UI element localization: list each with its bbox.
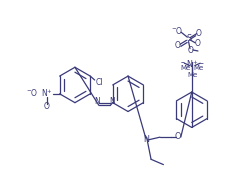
- Text: O: O: [195, 39, 201, 48]
- Text: O: O: [175, 41, 181, 50]
- Text: O: O: [188, 46, 194, 55]
- Text: N: N: [95, 97, 100, 106]
- Text: $^{-}$O: $^{-}$O: [26, 87, 39, 98]
- Text: O: O: [196, 29, 202, 38]
- Text: Me: Me: [194, 65, 204, 71]
- Text: Me: Me: [187, 72, 197, 78]
- Text: N$^{+}$: N$^{+}$: [186, 59, 198, 70]
- Text: O: O: [175, 132, 181, 141]
- Text: –: –: [200, 59, 204, 68]
- Text: S: S: [186, 34, 191, 42]
- Text: $^{-}$O: $^{-}$O: [171, 25, 184, 36]
- Text: –: –: [181, 58, 184, 67]
- Text: Me: Me: [181, 65, 191, 71]
- Text: O: O: [44, 102, 50, 111]
- Text: N: N: [144, 135, 150, 144]
- Text: Cl: Cl: [96, 78, 103, 87]
- Text: N$^{+}$: N$^{+}$: [41, 87, 53, 99]
- Text: N: N: [109, 97, 115, 106]
